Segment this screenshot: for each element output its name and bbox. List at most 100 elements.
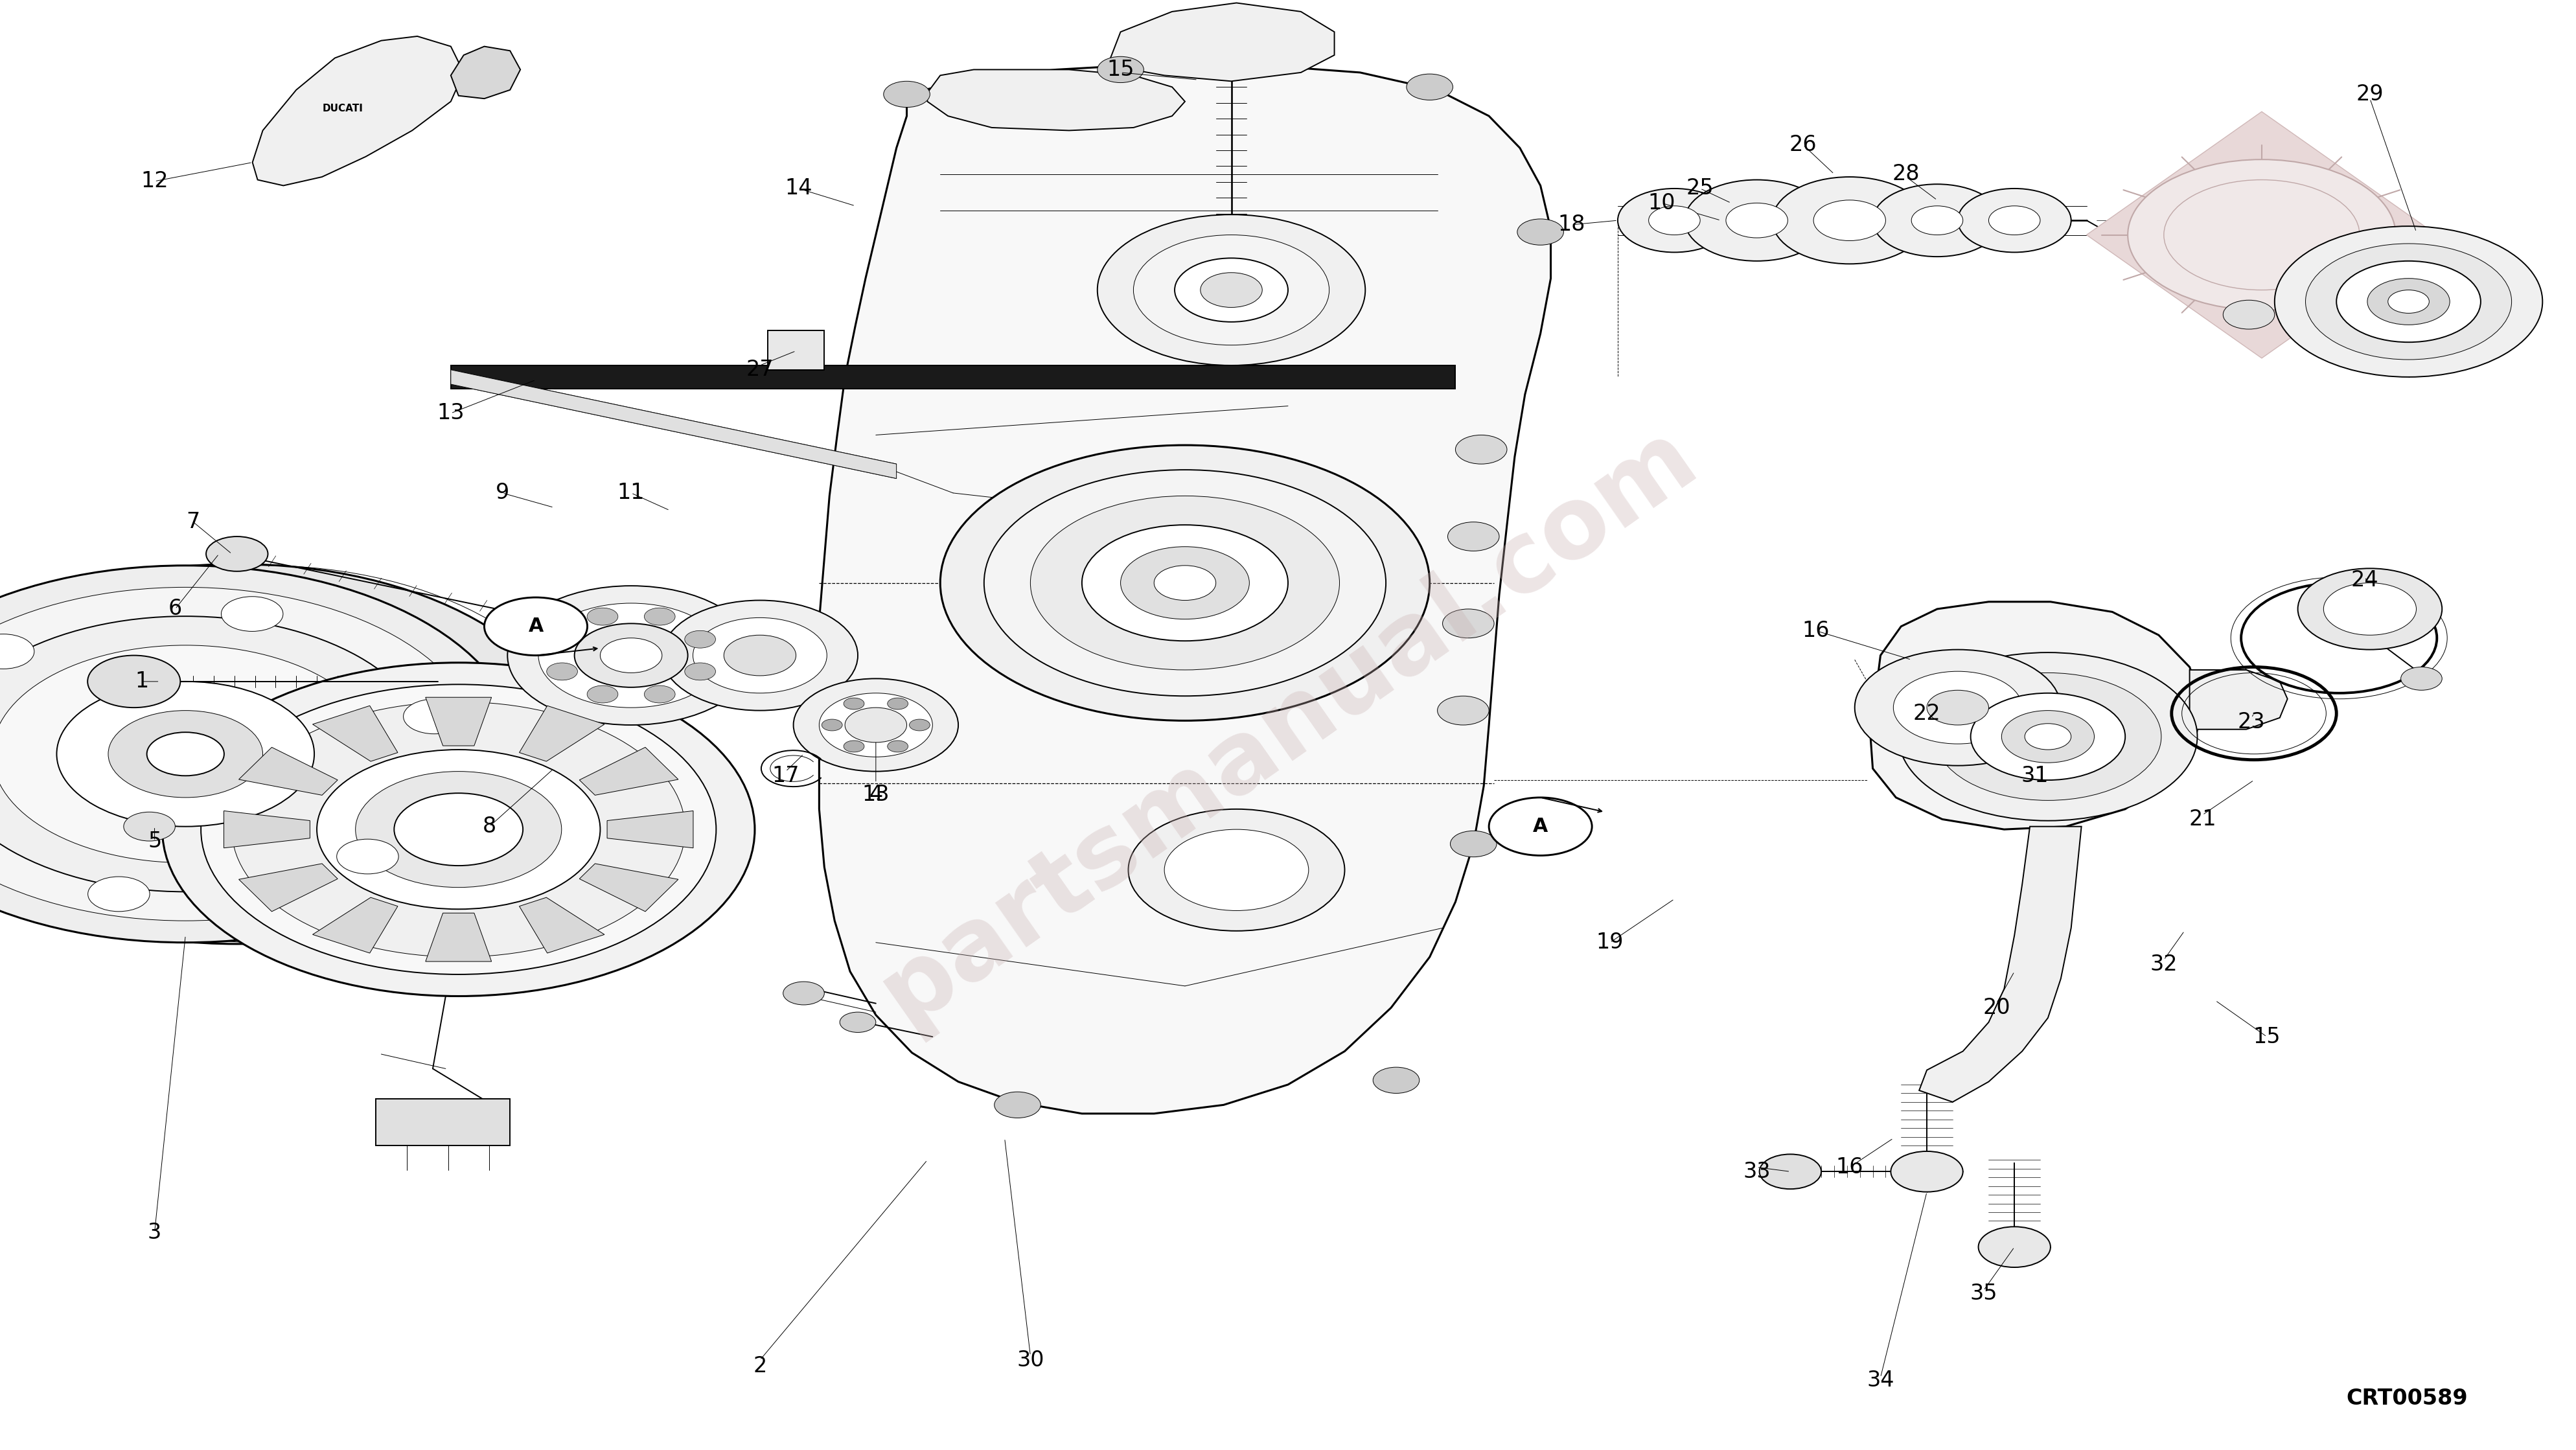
Text: 2: 2 — [752, 1356, 768, 1376]
Circle shape — [2367, 278, 2450, 325]
Circle shape — [201, 684, 716, 974]
Circle shape — [1373, 1067, 1419, 1093]
Text: 16: 16 — [1803, 621, 1829, 641]
Polygon shape — [520, 898, 605, 953]
Circle shape — [57, 681, 314, 826]
Circle shape — [1489, 798, 1592, 855]
Circle shape — [2002, 710, 2094, 763]
Polygon shape — [927, 70, 1185, 130]
Polygon shape — [451, 365, 1455, 389]
Circle shape — [0, 645, 379, 863]
Circle shape — [1855, 650, 2061, 766]
Circle shape — [404, 699, 466, 734]
Text: 33: 33 — [1744, 1161, 1770, 1182]
Circle shape — [1814, 200, 1886, 241]
Circle shape — [940, 445, 1430, 721]
Text: 9: 9 — [495, 483, 510, 503]
Circle shape — [0, 587, 482, 921]
Circle shape — [222, 596, 283, 631]
Circle shape — [317, 750, 600, 909]
Circle shape — [2223, 300, 2275, 329]
Circle shape — [693, 618, 827, 693]
Text: 14: 14 — [786, 178, 811, 199]
Polygon shape — [252, 36, 464, 186]
Circle shape — [0, 616, 430, 892]
Text: 8: 8 — [482, 816, 497, 837]
Circle shape — [1517, 219, 1564, 245]
Text: 26: 26 — [1790, 135, 1816, 155]
Text: 7: 7 — [185, 512, 201, 532]
Polygon shape — [425, 914, 492, 961]
Circle shape — [1154, 566, 1216, 600]
Text: 29: 29 — [2357, 84, 2383, 104]
Bar — [376, 1099, 510, 1146]
Circle shape — [2298, 568, 2442, 650]
Circle shape — [2388, 290, 2429, 313]
Circle shape — [394, 793, 523, 866]
Polygon shape — [580, 864, 677, 912]
Circle shape — [2128, 160, 2396, 310]
Circle shape — [662, 600, 858, 710]
Circle shape — [845, 708, 907, 742]
Circle shape — [2336, 261, 2481, 342]
Text: 6: 6 — [167, 599, 183, 619]
Circle shape — [1726, 203, 1788, 238]
Ellipse shape — [0, 564, 574, 944]
Circle shape — [845, 697, 866, 709]
Text: DUCATI: DUCATI — [322, 104, 363, 113]
Circle shape — [484, 597, 587, 655]
Polygon shape — [240, 747, 337, 795]
Circle shape — [1989, 206, 2040, 235]
Circle shape — [108, 710, 263, 798]
Circle shape — [1891, 1151, 1963, 1192]
Circle shape — [600, 638, 662, 673]
Circle shape — [1097, 57, 1144, 83]
Circle shape — [2025, 724, 2071, 750]
Circle shape — [1443, 609, 1494, 638]
Circle shape — [2306, 244, 2512, 360]
Text: 5: 5 — [147, 831, 162, 851]
Polygon shape — [1870, 602, 2202, 829]
Text: 13: 13 — [438, 403, 464, 423]
Text: 31: 31 — [2022, 766, 2048, 786]
Circle shape — [1128, 809, 1345, 931]
Polygon shape — [312, 898, 397, 953]
Polygon shape — [2087, 112, 2437, 358]
Circle shape — [0, 566, 520, 942]
Circle shape — [886, 697, 909, 709]
Circle shape — [1097, 215, 1365, 365]
Text: 16: 16 — [1837, 1157, 1862, 1177]
Circle shape — [0, 634, 33, 668]
Polygon shape — [425, 697, 492, 745]
Text: 13: 13 — [863, 784, 889, 805]
Circle shape — [206, 536, 268, 571]
Circle shape — [355, 771, 562, 887]
Circle shape — [1030, 496, 1340, 670]
Text: 22: 22 — [1914, 703, 1940, 724]
Text: partsmanual.com: partsmanual.com — [863, 407, 1713, 1043]
Circle shape — [1893, 671, 2022, 744]
Text: 25: 25 — [1687, 178, 1713, 199]
Circle shape — [1927, 690, 1989, 725]
Circle shape — [574, 624, 688, 687]
Circle shape — [1685, 180, 1829, 261]
Circle shape — [1455, 435, 1507, 464]
Text: A: A — [1533, 818, 1548, 835]
Circle shape — [2324, 583, 2416, 635]
Text: 30: 30 — [1018, 1350, 1043, 1370]
Text: 4: 4 — [868, 784, 884, 805]
Circle shape — [1649, 206, 1700, 235]
Text: A: A — [528, 618, 544, 635]
Text: 3: 3 — [147, 1222, 162, 1243]
Circle shape — [546, 631, 577, 648]
Circle shape — [1121, 547, 1249, 619]
Text: 21: 21 — [2190, 809, 2215, 829]
Circle shape — [587, 608, 618, 625]
Circle shape — [1958, 188, 2071, 252]
Circle shape — [724, 635, 796, 676]
Text: 18: 18 — [1558, 215, 1584, 235]
Text: 35: 35 — [1971, 1283, 1996, 1304]
Circle shape — [884, 81, 930, 107]
Circle shape — [1082, 525, 1288, 641]
Circle shape — [587, 686, 618, 703]
